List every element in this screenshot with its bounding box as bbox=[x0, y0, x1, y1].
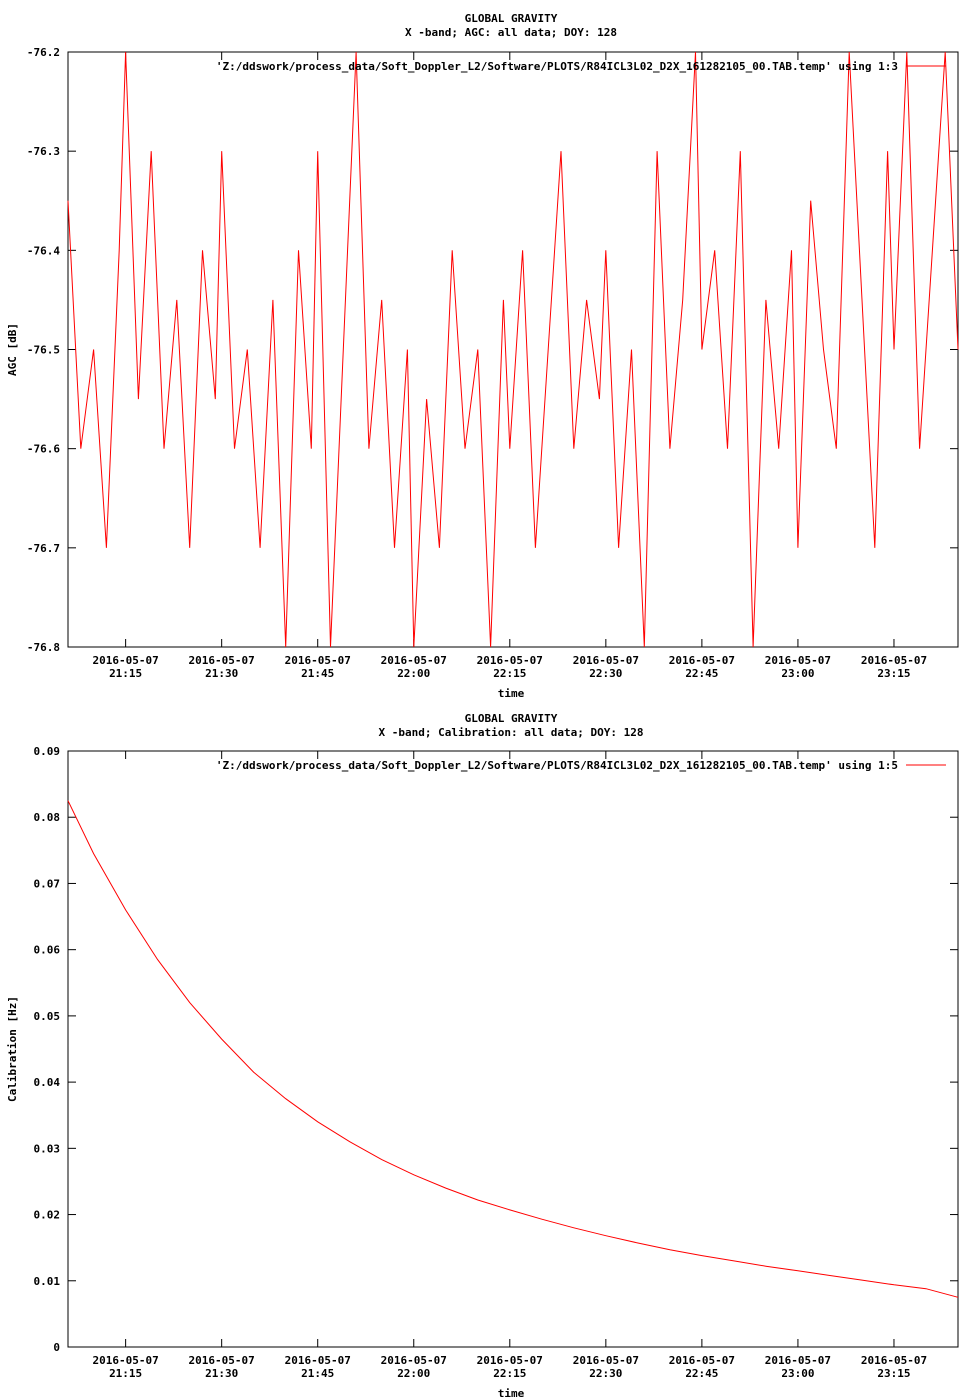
x-tick-label-date: 2016-05-07 bbox=[861, 1354, 927, 1367]
x-tick-label-date: 2016-05-07 bbox=[861, 654, 927, 667]
y-axis-label: Calibration [Hz] bbox=[6, 996, 19, 1102]
x-tick-label-date: 2016-05-07 bbox=[189, 1354, 255, 1367]
y-tick-label: 0.06 bbox=[34, 944, 61, 957]
plot-frame bbox=[67, 750, 959, 1348]
x-tick-label-time: 23:15 bbox=[877, 667, 910, 680]
x-tick-label-time: 22:00 bbox=[397, 1367, 430, 1380]
x-tick-label-time: 22:30 bbox=[589, 667, 622, 680]
x-tick-label-date: 2016-05-07 bbox=[381, 1354, 447, 1367]
x-tick-label-time: 22:30 bbox=[589, 1367, 622, 1380]
x-axis-label: time bbox=[498, 1387, 525, 1400]
x-tick-label-date: 2016-05-07 bbox=[189, 654, 255, 667]
chart-title: GLOBAL GRAVITY bbox=[465, 712, 558, 725]
x-tick-label-time: 22:45 bbox=[685, 1367, 718, 1380]
x-tick-label-date: 2016-05-07 bbox=[765, 654, 831, 667]
x-tick-label-date: 2016-05-07 bbox=[477, 1354, 543, 1367]
x-axis-label: time bbox=[498, 687, 525, 700]
x-tick-label-time: 21:15 bbox=[109, 1367, 142, 1380]
x-tick-label-date: 2016-05-07 bbox=[285, 1354, 351, 1367]
x-tick-label-time: 21:45 bbox=[301, 1367, 334, 1380]
y-tick-label: -76.6 bbox=[27, 443, 60, 456]
y-tick-label: 0.08 bbox=[34, 811, 61, 824]
series-line bbox=[67, 800, 959, 1298]
chart-title: GLOBAL GRAVITY bbox=[465, 12, 558, 25]
y-tick-label: 0.09 bbox=[34, 745, 61, 758]
y-tick-label: 0.07 bbox=[34, 877, 61, 890]
x-tick-label-date: 2016-05-07 bbox=[573, 654, 639, 667]
x-tick-label-date: 2016-05-07 bbox=[765, 1354, 831, 1367]
legend-label: 'Z:/ddswork/process_data/Soft_Doppler_L2… bbox=[216, 60, 898, 73]
x-tick-label-time: 21:30 bbox=[205, 1367, 238, 1380]
x-tick-label-time: 22:00 bbox=[397, 667, 430, 680]
y-tick-label: -76.4 bbox=[27, 244, 60, 257]
x-tick-label-time: 21:30 bbox=[205, 667, 238, 680]
x-tick-label-time: 22:45 bbox=[685, 667, 718, 680]
chart-subtitle: X -band; Calibration: all data; DOY: 128 bbox=[379, 726, 644, 739]
y-axis-label: AGC [dB] bbox=[6, 323, 19, 376]
y-tick-label: -76.2 bbox=[27, 46, 60, 59]
x-tick-label-time: 23:00 bbox=[781, 1367, 814, 1380]
x-tick-label-date: 2016-05-07 bbox=[381, 654, 447, 667]
chart-subtitle: X -band; AGC: all data; DOY: 128 bbox=[405, 26, 617, 39]
y-tick-label: -76.8 bbox=[27, 641, 60, 654]
y-tick-label: 0.04 bbox=[34, 1076, 61, 1089]
x-tick-label-time: 23:00 bbox=[781, 667, 814, 680]
y-tick-label: 0.03 bbox=[34, 1142, 61, 1155]
x-tick-label-time: 22:15 bbox=[493, 1367, 526, 1380]
x-tick-label-date: 2016-05-07 bbox=[93, 1354, 159, 1367]
x-tick-label-date: 2016-05-07 bbox=[573, 1354, 639, 1367]
series-line bbox=[67, 51, 959, 648]
x-tick-label-date: 2016-05-07 bbox=[285, 654, 351, 667]
legend-label: 'Z:/ddswork/process_data/Soft_Doppler_L2… bbox=[216, 759, 898, 772]
x-tick-label-time: 21:15 bbox=[109, 667, 142, 680]
x-tick-label-date: 2016-05-07 bbox=[669, 1354, 735, 1367]
y-tick-label: 0 bbox=[53, 1341, 60, 1354]
x-tick-label-date: 2016-05-07 bbox=[477, 654, 543, 667]
y-tick-label: 0.01 bbox=[34, 1275, 61, 1288]
x-tick-label-date: 2016-05-07 bbox=[93, 654, 159, 667]
y-tick-label: -76.7 bbox=[27, 542, 60, 555]
x-tick-label-date: 2016-05-07 bbox=[669, 654, 735, 667]
y-tick-label: 0.05 bbox=[34, 1010, 61, 1023]
x-tick-label-time: 22:15 bbox=[493, 667, 526, 680]
x-tick-label-time: 23:15 bbox=[877, 1367, 910, 1380]
y-tick-label: -76.3 bbox=[27, 145, 60, 158]
y-tick-label: 0.02 bbox=[34, 1209, 61, 1222]
y-tick-label: -76.5 bbox=[27, 344, 60, 357]
x-tick-label-time: 21:45 bbox=[301, 667, 334, 680]
